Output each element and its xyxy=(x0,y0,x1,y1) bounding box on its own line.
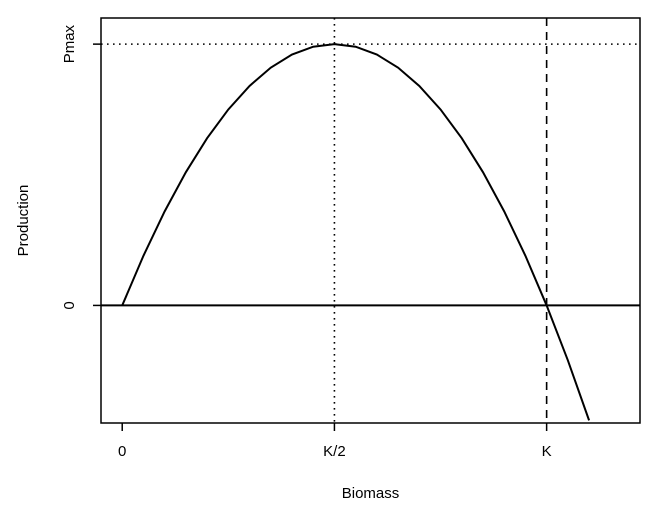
production-curve xyxy=(121,43,591,421)
x-tick-label: 0 xyxy=(118,443,126,460)
y-tick-label: 0 xyxy=(61,301,78,309)
x-tick-label: K/2 xyxy=(323,443,346,460)
x-tick-label: K xyxy=(542,443,552,460)
y-axis-label: Production xyxy=(15,185,32,257)
plot-frame xyxy=(100,17,641,424)
x-axis-label: Biomass xyxy=(342,485,400,502)
y-tick-label: Pmax xyxy=(61,24,78,63)
